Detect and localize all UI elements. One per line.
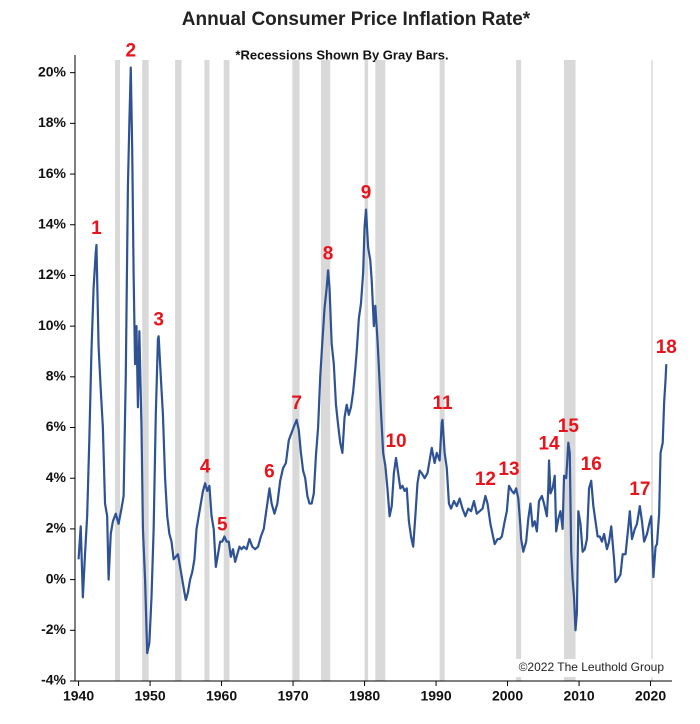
credit-background xyxy=(505,659,667,677)
recession-bar xyxy=(651,60,653,681)
peak-label: 11 xyxy=(432,393,453,414)
recession-bar xyxy=(142,60,149,681)
peak-label: 18 xyxy=(656,337,677,358)
recession-bar xyxy=(516,60,522,681)
peak-label: 15 xyxy=(558,416,580,437)
axes-layer: -4%-2%0%2%4%6%8%10%12%14%16%18%20%1940 19… xyxy=(38,55,672,704)
y-tick-label: -4% xyxy=(41,672,66,688)
chart-title: Annual Consumer Price Inflation Rate* xyxy=(182,9,531,30)
credit: ©2022 The Leuthold Group xyxy=(519,660,665,674)
x-tick-label: 2020 xyxy=(635,688,666,704)
recession-bar xyxy=(204,60,210,681)
x-tick-label: 2010 xyxy=(563,688,594,704)
peak-label: 14 xyxy=(538,433,560,454)
y-tick-label: 20% xyxy=(38,63,67,79)
x-tick-label: 1990 xyxy=(420,688,451,704)
inflation-line xyxy=(77,66,668,655)
y-tick-label: 18% xyxy=(38,114,67,130)
y-tick-label: 6% xyxy=(46,418,67,434)
peak-label: 3 xyxy=(153,309,164,330)
peak-label: 16 xyxy=(581,454,602,475)
recession-bar xyxy=(115,60,121,681)
peak-label: 10 xyxy=(385,431,406,452)
peak-label: 5 xyxy=(217,515,228,536)
chart-subtitle: *Recessions Shown By Gray Bars. xyxy=(235,47,448,62)
recession-bar xyxy=(223,60,230,681)
y-tick-label: 0% xyxy=(46,570,67,586)
y-tick-label: -2% xyxy=(41,621,66,637)
y-tick-label: 16% xyxy=(38,165,67,181)
peak-label: 6 xyxy=(264,461,275,482)
peak-label: 9 xyxy=(361,183,372,204)
x-tick-label: 1940 xyxy=(63,688,94,704)
recession-bar xyxy=(375,60,386,681)
recession-bar xyxy=(364,60,369,681)
x-tick-label: 1980 xyxy=(349,688,380,704)
y-tick-label: 14% xyxy=(38,215,67,231)
line-layer xyxy=(77,66,668,655)
recession-bar xyxy=(439,60,445,681)
peak-label: 7 xyxy=(291,393,302,414)
x-tick-label: 2000 xyxy=(492,688,523,704)
peak-label: 12 xyxy=(475,469,496,490)
y-tick-label: 4% xyxy=(46,469,67,485)
recession-bar xyxy=(320,60,331,681)
y-tick-label: 8% xyxy=(46,368,67,384)
peak-label: 1 xyxy=(91,218,102,239)
x-tick-label: 1970 xyxy=(277,688,308,704)
peak-label: 8 xyxy=(323,243,334,264)
peak-label: 17 xyxy=(629,479,650,500)
x-tick-label: 1950 xyxy=(134,688,165,704)
y-tick-label: 10% xyxy=(38,317,67,333)
x-tick-label: 1960 xyxy=(206,688,237,704)
peak-label: 4 xyxy=(200,456,211,477)
y-tick-label: 2% xyxy=(46,520,67,536)
y-tick-label: 12% xyxy=(38,266,67,282)
recession-bar xyxy=(564,60,576,681)
peak-label: 13 xyxy=(498,459,519,480)
recession-bar xyxy=(292,60,300,681)
peak-label: 2 xyxy=(125,41,136,62)
recession-layer xyxy=(115,60,653,681)
recession-bar xyxy=(175,60,182,681)
